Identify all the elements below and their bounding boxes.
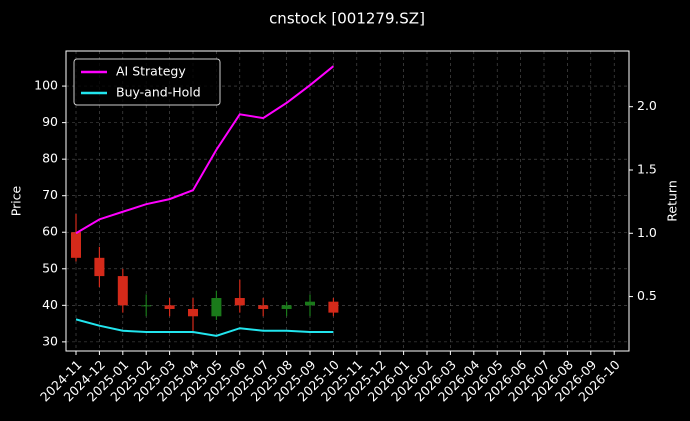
y-tick-label: 90 <box>42 114 58 129</box>
y-tick-label: 70 <box>42 187 58 202</box>
line-series <box>75 65 335 235</box>
candle-body <box>258 305 269 309</box>
y2-tick-label: 2.0 <box>637 98 657 113</box>
candle-body <box>211 298 222 317</box>
legend-box <box>73 58 221 106</box>
y2-tick-label: 1.5 <box>637 161 657 176</box>
candle-body <box>141 305 152 307</box>
candle-body <box>281 305 292 309</box>
chart-title: cnstock [001279.SZ] <box>269 10 425 28</box>
candle-body <box>234 298 245 306</box>
y-tick-label: 50 <box>42 260 58 275</box>
legend-label: AI Strategy <box>116 64 186 79</box>
legend-label: Buy-and-Hold <box>116 85 201 100</box>
plot-frame <box>65 50 630 352</box>
candle-body <box>71 232 81 258</box>
y-axis-label: Price <box>9 185 24 216</box>
line-series <box>75 318 334 337</box>
candle-body <box>305 301 315 306</box>
candle-body <box>94 257 105 277</box>
candle-body <box>328 301 339 313</box>
y-tick-label: 30 <box>42 333 58 348</box>
y2-axis-label: Return <box>665 180 680 221</box>
y-tick-label: 40 <box>42 297 58 312</box>
y2-tick-label: 1.0 <box>637 225 657 240</box>
candle-body <box>117 276 128 306</box>
y-tick-label: 80 <box>42 151 58 166</box>
y2-tick-label: 0.5 <box>637 288 657 303</box>
y-tick-label: 60 <box>42 224 58 239</box>
candle-body <box>188 308 198 317</box>
candle-body <box>164 305 175 309</box>
y-tick-label: 100 <box>34 78 58 93</box>
